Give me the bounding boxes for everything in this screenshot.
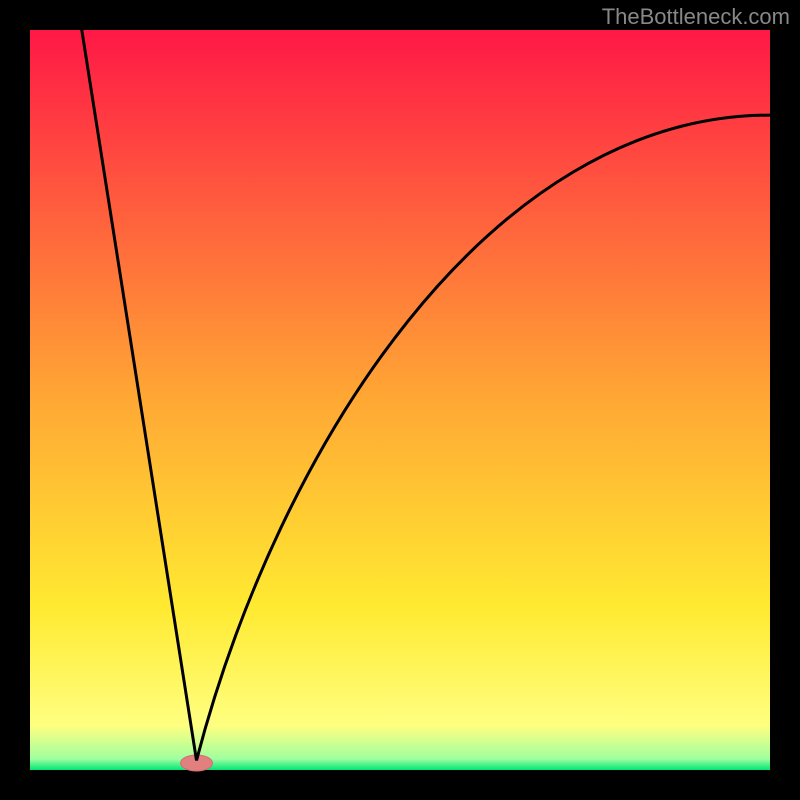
chart-container: TheBottleneck.com xyxy=(0,0,800,800)
watermark-text: TheBottleneck.com xyxy=(602,4,790,30)
bottleneck-chart xyxy=(0,0,800,800)
